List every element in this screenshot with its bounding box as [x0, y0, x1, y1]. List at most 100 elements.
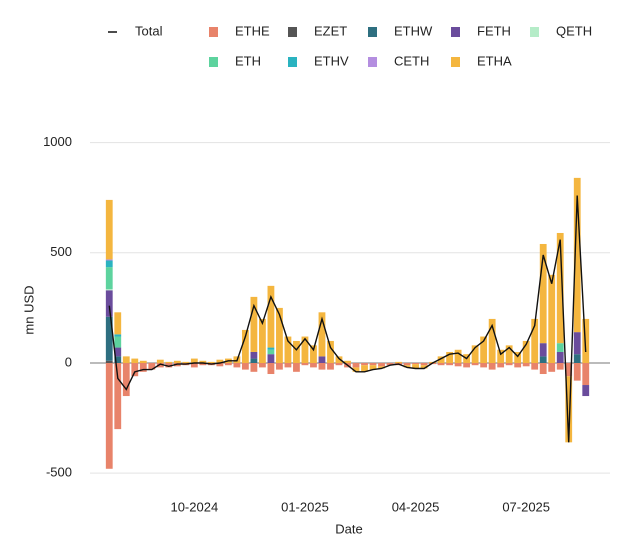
- bar-segment: [233, 362, 241, 368]
- bar-segment: [131, 362, 139, 377]
- bar-segment: [114, 334, 122, 337]
- bar-segment: [480, 362, 488, 368]
- bar-segment: [488, 318, 496, 363]
- legend-label: ETHW: [394, 23, 433, 38]
- bar-segment: [122, 356, 130, 363]
- legend-swatch: [368, 27, 377, 37]
- bar-segment: [267, 349, 275, 355]
- bar-segment: [454, 362, 462, 367]
- bar-segment: [114, 336, 122, 348]
- bar-segment: [310, 345, 317, 363]
- bar-segment: [105, 267, 113, 290]
- bar-segment: [139, 360, 147, 363]
- bar-segment: [514, 362, 522, 368]
- bar-segment: [369, 365, 377, 370]
- bar-segment: [148, 362, 156, 370]
- bar-segment: [131, 358, 139, 363]
- y-axis-label: mn USD: [21, 285, 36, 334]
- bar-segment: [190, 358, 198, 363]
- legend-swatch: [368, 57, 377, 67]
- bar-segment: [284, 336, 292, 363]
- legend-swatch: [209, 27, 218, 37]
- bar-segment: [105, 260, 113, 268]
- legend-label: ETH: [235, 53, 261, 68]
- bar-segment: [361, 362, 368, 366]
- bar-segment: [497, 349, 505, 363]
- bar-segment: [165, 361, 173, 363]
- bar-segment: [284, 362, 292, 368]
- bar-segment: [556, 362, 564, 370]
- bar-segment: [573, 354, 581, 363]
- bar-segment: [531, 362, 539, 370]
- bar-segment: [105, 360, 113, 363]
- bar-segment: [105, 199, 113, 260]
- bar-segment: [539, 362, 547, 375]
- bar-segment: [276, 307, 283, 363]
- bar-segment: [224, 362, 232, 366]
- bar-segment: [105, 316, 113, 361]
- bar-segment: [318, 362, 326, 370]
- bar-segment: [199, 360, 207, 363]
- bar-segment: [267, 285, 275, 348]
- bar-segment: [446, 362, 454, 366]
- bar-segment: [403, 365, 411, 368]
- bar-segment: [522, 340, 530, 363]
- bar-segment: [497, 362, 505, 368]
- bar-segment: [327, 340, 334, 363]
- bar-segment: [165, 362, 173, 368]
- legend-label: CETH: [394, 53, 429, 68]
- bar-segment: [565, 376, 573, 443]
- bar-segment: [259, 318, 266, 363]
- bar-segment: [114, 362, 122, 430]
- legend-swatch: [451, 27, 460, 37]
- legend-swatch: [209, 57, 218, 67]
- bar-segment: [156, 362, 164, 368]
- bar-segment: [276, 362, 283, 370]
- legend-swatch: [530, 27, 539, 37]
- bar-segment: [259, 362, 266, 368]
- bar-segment: [327, 362, 334, 370]
- bar-segment: [454, 349, 462, 363]
- bar-segment: [335, 362, 343, 366]
- bar-segment: [556, 232, 564, 344]
- bar-segment: [531, 318, 539, 363]
- bar-segment: [556, 343, 564, 352]
- bar-segment: [573, 177, 581, 333]
- legend-label: FETH: [477, 23, 511, 38]
- y-tick-label: 1000: [43, 134, 72, 149]
- bar-segment: [190, 362, 198, 368]
- legend-label: ETHE: [235, 23, 270, 38]
- bar-segment: [420, 362, 428, 366]
- bar-segment: [310, 362, 317, 368]
- bar-segment: [539, 343, 547, 357]
- legend-swatch: [288, 27, 297, 37]
- bar-segment: [378, 362, 385, 367]
- bar-segment: [301, 362, 309, 366]
- bar-segment: [395, 361, 402, 363]
- bar-segment: [114, 312, 122, 335]
- bar-segment: [582, 385, 590, 397]
- bar-segment: [471, 345, 479, 363]
- x-tick-label: 01-2025: [281, 499, 329, 514]
- bar-segment: [369, 362, 377, 366]
- x-axis-label: Date: [335, 521, 362, 536]
- y-tick-label: 0: [65, 354, 72, 369]
- x-tick-label: 07-2025: [502, 499, 550, 514]
- legend-swatch: [288, 57, 297, 67]
- bar-segment: [505, 345, 513, 363]
- bar-segment: [105, 362, 113, 469]
- bar-segment: [267, 347, 275, 350]
- bar-segment: [505, 362, 513, 366]
- bar-segment: [378, 366, 385, 369]
- bar-segment: [241, 362, 249, 370]
- legend-label: Total: [135, 23, 163, 38]
- bar-segment: [301, 336, 309, 363]
- bar-segment: [463, 362, 471, 368]
- bar-segment: [173, 360, 181, 363]
- bar-segment: [114, 356, 122, 363]
- legend-label: ETHA: [477, 53, 512, 68]
- bar-segment: [335, 356, 343, 363]
- bar-segment: [412, 362, 419, 365]
